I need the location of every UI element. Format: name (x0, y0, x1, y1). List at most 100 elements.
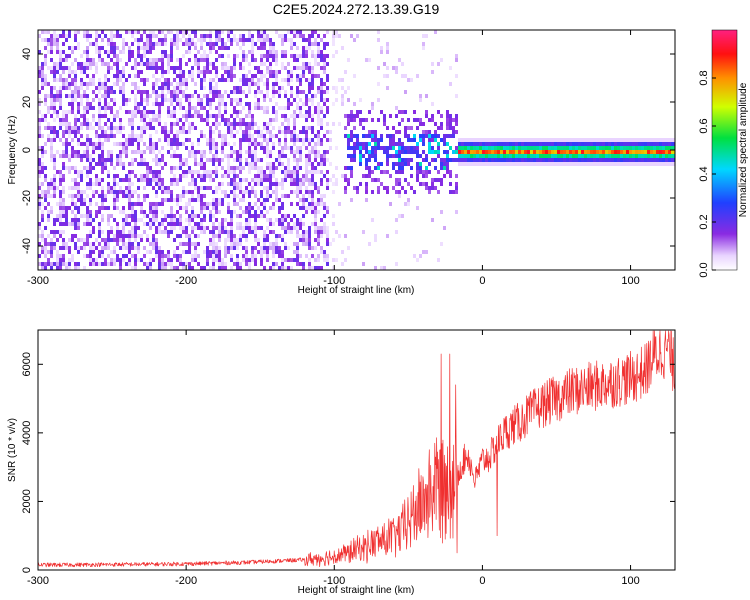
heatmap-cell (482, 158, 485, 162)
heatmap-cell (314, 170, 317, 174)
heatmap-cell (119, 154, 122, 158)
heatmap-cell (302, 234, 305, 238)
heatmap-cell (221, 102, 224, 106)
heatmap-cell (452, 130, 455, 134)
heatmap-cell (41, 166, 44, 170)
heatmap-cell (92, 82, 95, 86)
heatmap-cell (419, 118, 422, 122)
heatmap-cell (230, 38, 233, 42)
heatmap-cell (290, 146, 293, 150)
heatmap-cell (305, 54, 308, 58)
heatmap-cell (59, 170, 62, 174)
heatmap-cell (263, 250, 266, 254)
heatmap-cell (185, 162, 188, 166)
heatmap-cell (194, 226, 197, 230)
heatmap-cell (368, 158, 371, 162)
heatmap-cell (251, 82, 254, 86)
heatmap-cell (233, 134, 236, 138)
heatmap-cell (152, 114, 155, 118)
heatmap-cell (125, 78, 128, 82)
heatmap-cell (290, 130, 293, 134)
heatmap-cell (347, 98, 350, 102)
heatmap-cell (161, 222, 164, 226)
heatmap-cell (110, 86, 113, 90)
heatmap-cell (419, 182, 422, 186)
heatmap-cell (353, 118, 356, 122)
heatmap-cell (170, 58, 173, 62)
heatmap-cell (314, 206, 317, 210)
heatmap-cell (89, 186, 92, 190)
heatmap-cell (137, 46, 140, 50)
heatmap-cell (56, 150, 59, 154)
heatmap-cell (167, 130, 170, 134)
heatmap-cell (314, 58, 317, 62)
heatmap-cell (395, 154, 398, 158)
heatmap-cell (143, 194, 146, 198)
heatmap-cell (161, 82, 164, 86)
heatmap-cell (281, 106, 284, 110)
heatmap-cell (326, 238, 329, 242)
heatmap-cell (266, 54, 269, 58)
heatmap-cell (383, 122, 386, 126)
heatmap-cell (266, 94, 269, 98)
heatmap-cell (236, 42, 239, 46)
heatmap-cell (332, 190, 335, 194)
heatmap-cell (167, 198, 170, 202)
heatmap-cell (395, 142, 398, 146)
x-tick-label: -300 (27, 275, 49, 287)
heatmap-cell (56, 202, 59, 206)
heatmap-cell (347, 146, 350, 150)
heatmap-cell (536, 142, 539, 146)
heatmap-cell (65, 262, 68, 266)
heatmap-cell (128, 194, 131, 198)
heatmap-cell (50, 86, 53, 90)
heatmap-cell (137, 42, 140, 46)
heatmap-cell (209, 38, 212, 42)
heatmap-cell (200, 210, 203, 214)
heatmap-cell (182, 78, 185, 82)
heatmap-cell (86, 170, 89, 174)
heatmap-cell (248, 266, 251, 270)
heatmap-cell (149, 226, 152, 230)
heatmap-cell (194, 42, 197, 46)
heatmap-cell (191, 106, 194, 110)
heatmap-cell (47, 30, 50, 34)
heatmap-cell (110, 226, 113, 230)
heatmap-cell (74, 94, 77, 98)
heatmap-cell (257, 182, 260, 186)
heatmap-cell (584, 162, 587, 166)
heatmap-cell (161, 50, 164, 54)
heatmap-cell (95, 142, 98, 146)
heatmap-cell (653, 138, 656, 142)
heatmap-cell (170, 218, 173, 222)
heatmap-cell (326, 78, 329, 82)
heatmap-cell (242, 42, 245, 46)
heatmap-cell (230, 74, 233, 78)
heatmap-cell (212, 98, 215, 102)
heatmap-cell (170, 98, 173, 102)
heatmap-cell (254, 94, 257, 98)
heatmap-cell (50, 178, 53, 182)
heatmap-cell (242, 58, 245, 62)
heatmap-cell (65, 218, 68, 222)
heatmap-cell (464, 154, 467, 158)
heatmap-cell (344, 134, 347, 138)
heatmap-cell (230, 146, 233, 150)
y-tick-label: 0 (21, 147, 33, 153)
heatmap-cell (269, 218, 272, 222)
heatmap-cell (158, 122, 161, 126)
heatmap-cell (614, 142, 617, 146)
heatmap-cell (146, 42, 149, 46)
heatmap-cell (584, 138, 587, 142)
heatmap-cell (131, 230, 134, 234)
heatmap-cell (440, 166, 443, 170)
heatmap-cell (197, 198, 200, 202)
heatmap-cell (218, 202, 221, 206)
heatmap-cell (110, 122, 113, 126)
heatmap-cell (638, 162, 641, 166)
heatmap-cell (320, 138, 323, 142)
heatmap-cell (446, 122, 449, 126)
heatmap-cell (56, 238, 59, 242)
heatmap-cell (458, 142, 461, 146)
heatmap-cell (305, 78, 308, 82)
